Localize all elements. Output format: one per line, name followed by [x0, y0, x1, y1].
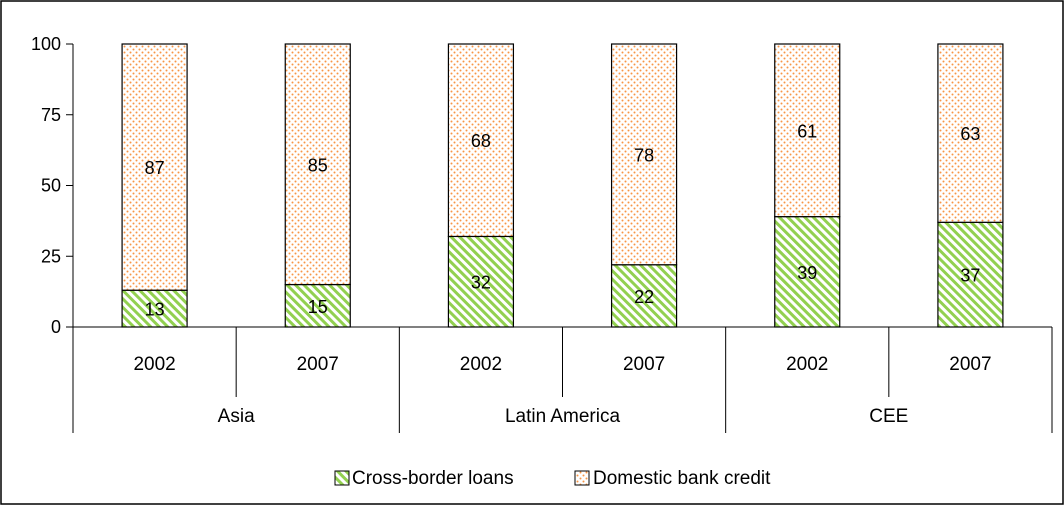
- x-tick-label: 2002: [133, 354, 175, 375]
- data-label-cross-border-loans: 39: [797, 263, 817, 283]
- bar-domestic-bank-credit: [774, 43, 841, 218]
- axes: 0 25 50 75 100: [31, 34, 74, 337]
- bar-domestic-bank-credit: [937, 43, 1004, 223]
- data-label-domestic-bank-credit: 68: [471, 131, 491, 151]
- data-label-domestic-bank-credit: 63: [960, 124, 980, 144]
- y-tick-label: 100: [31, 34, 61, 54]
- legend-label-cross-border-loans: Cross-border loans: [352, 468, 514, 489]
- x-tick-label: 2002: [786, 354, 828, 375]
- x-axis: 2002 2007 2002 2007 2002 2007 Asia Latin Americ…: [72, 326, 1053, 433]
- bars: 13 87 15 85 32 68 22 78 39 61 37 63: [121, 43, 1004, 328]
- data-label-cross-border-loans: 37: [960, 266, 980, 286]
- y-tick-label: 0: [51, 317, 61, 337]
- bar-cross-border-loans: [937, 221, 1004, 328]
- group-label: CEE: [869, 406, 908, 427]
- y-tick-label: 75: [41, 105, 61, 125]
- y-tick-label: 50: [41, 176, 61, 196]
- data-label-cross-border-loans: 13: [145, 300, 165, 320]
- bar-domestic-bank-credit: [610, 43, 678, 266]
- data-label-domestic-bank-credit: 85: [308, 155, 328, 175]
- bar-cross-border-loans: [774, 216, 841, 328]
- legend-label-domestic-bank-credit: Domestic bank credit: [593, 468, 771, 489]
- bar-cross-border-loans: [447, 235, 515, 328]
- data-label-domestic-bank-credit: 78: [634, 145, 654, 165]
- group-label: Latin America: [505, 406, 621, 427]
- data-label-cross-border-loans: 15: [308, 297, 328, 317]
- legend: Cross-border loans Domestic bank credit: [334, 468, 771, 489]
- data-label-domestic-bank-credit: 87: [145, 158, 165, 178]
- data-label-cross-border-loans: 22: [634, 287, 654, 307]
- bar-domestic-bank-credit: [284, 43, 351, 286]
- group-label: Asia: [218, 406, 255, 427]
- legend-swatch-cross-border-loans: [334, 470, 350, 486]
- data-label-domestic-bank-credit: 61: [797, 121, 817, 141]
- x-tick-label: 2002: [460, 354, 502, 375]
- legend-swatch-domestic-bank-credit: [574, 470, 590, 486]
- y-tick-label: 25: [41, 246, 61, 266]
- bar-domestic-bank-credit: [447, 43, 515, 238]
- bar-domestic-bank-credit: [121, 43, 188, 291]
- x-tick-label: 2007: [623, 354, 665, 375]
- x-tick-label: 2007: [949, 354, 991, 375]
- x-tick-label: 2007: [297, 354, 339, 375]
- data-label-cross-border-loans: 32: [471, 273, 491, 293]
